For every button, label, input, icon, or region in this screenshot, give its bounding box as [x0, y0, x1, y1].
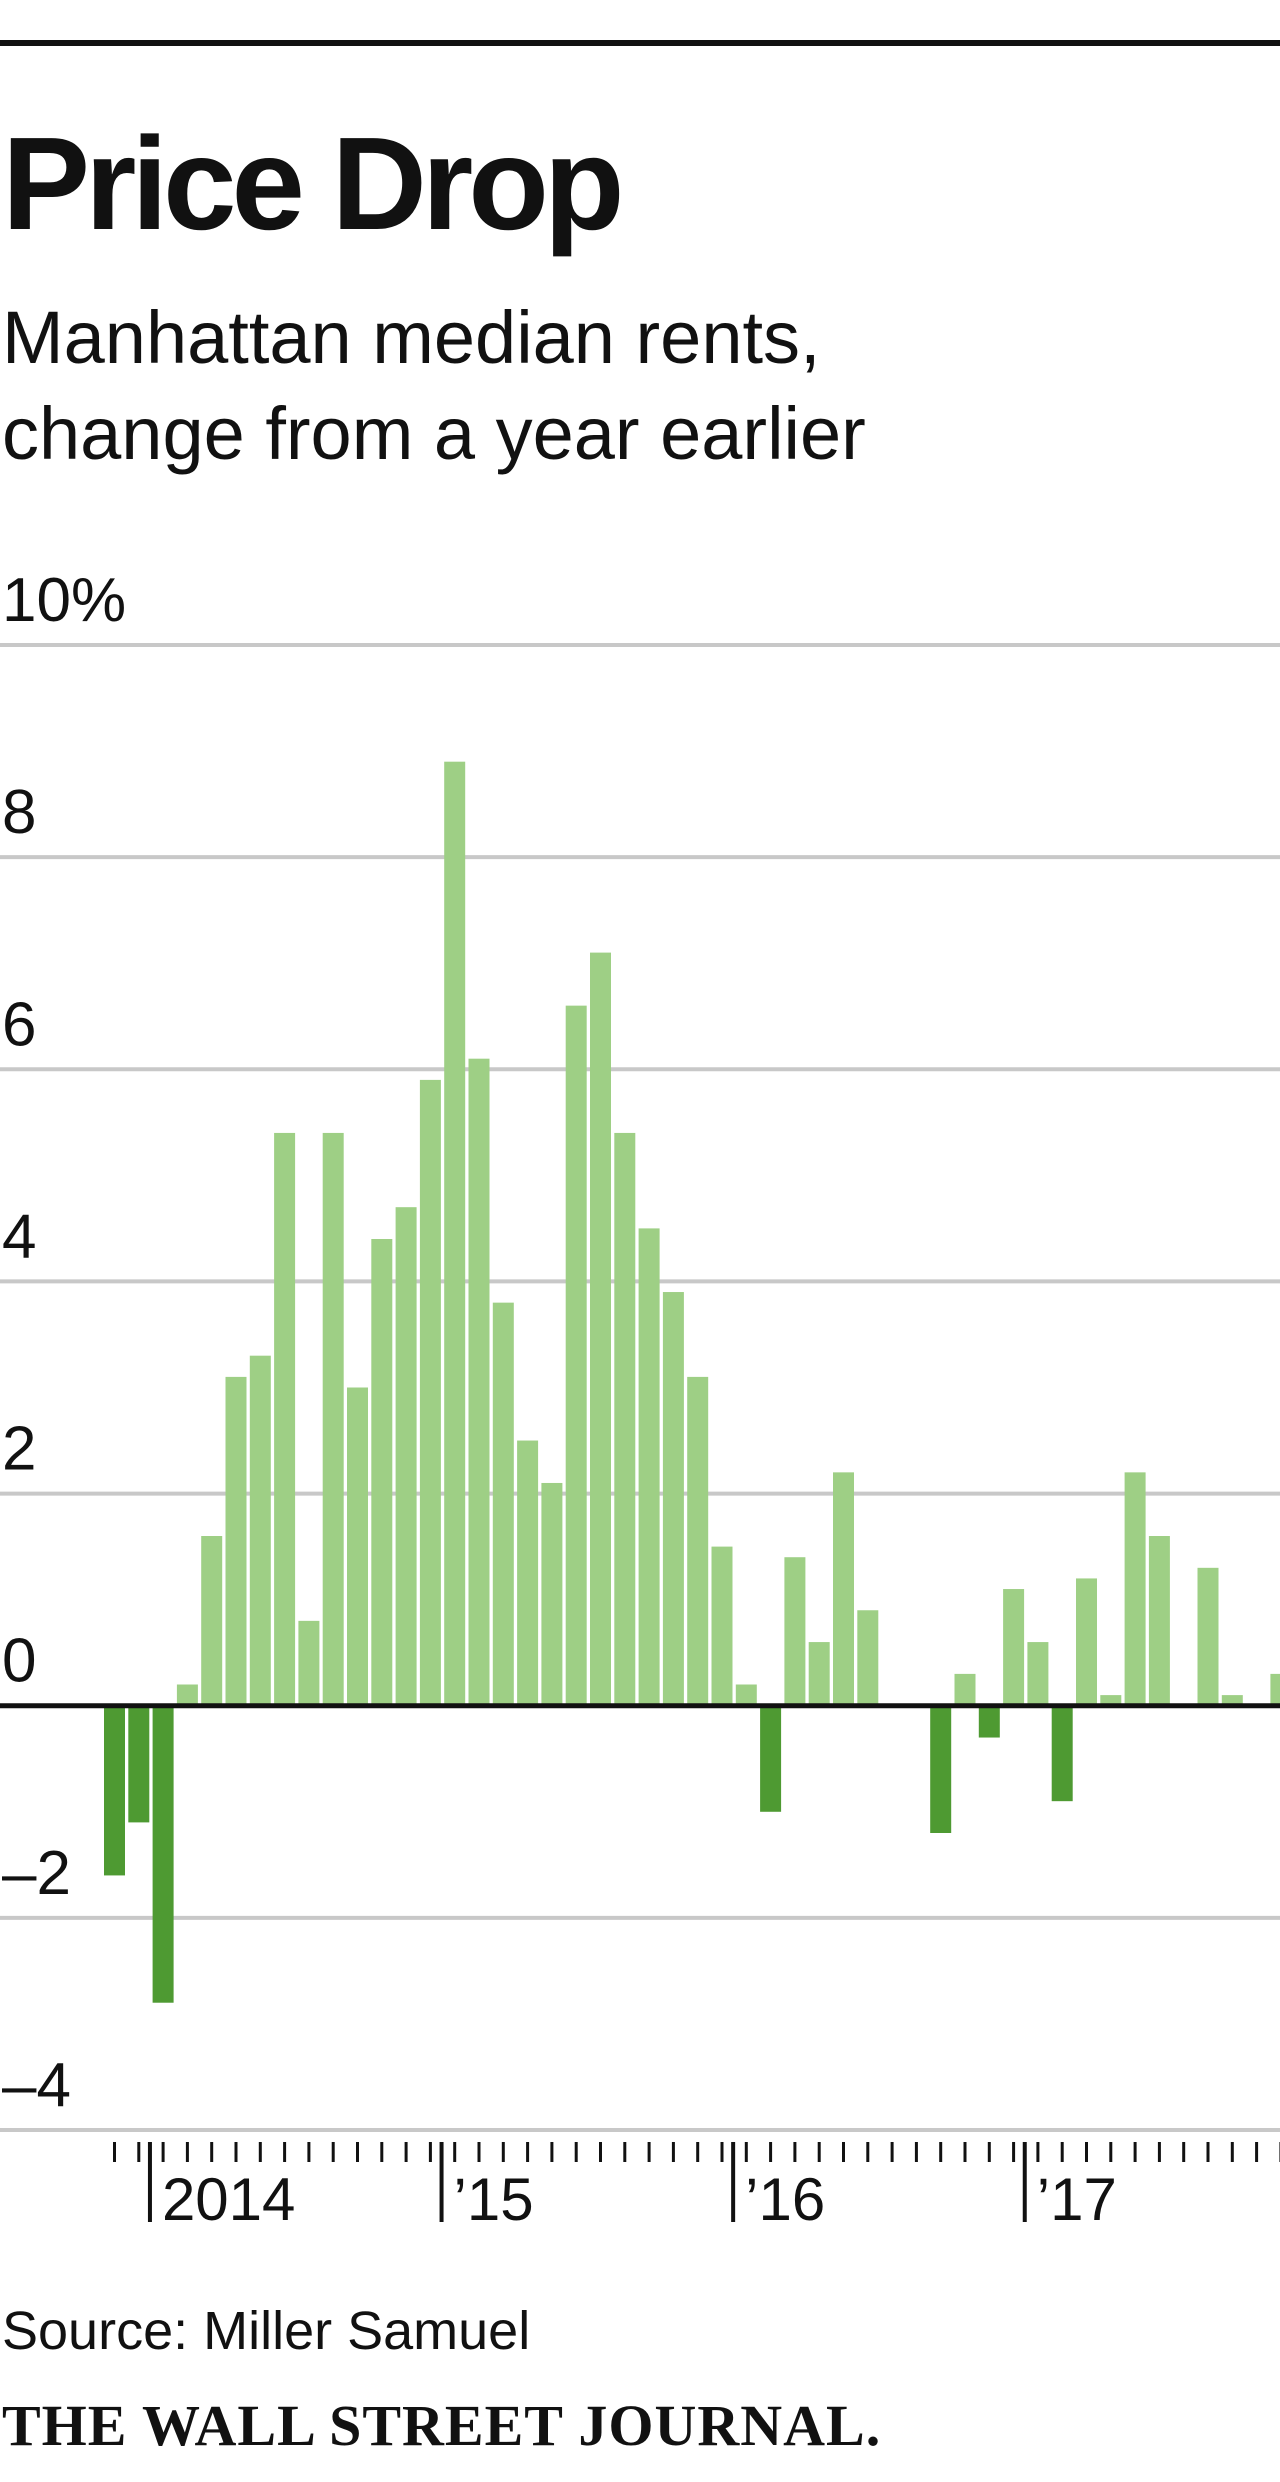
- y-tick-label: 8: [2, 778, 36, 847]
- bar: [468, 1058, 490, 1706]
- bar: [176, 1684, 198, 1706]
- bar: [201, 1536, 223, 1706]
- subtitle-line-1: Manhattan median rents,: [2, 296, 821, 379]
- bar: [662, 1292, 684, 1706]
- bar: [541, 1482, 563, 1706]
- bar: [517, 1440, 539, 1706]
- bar: [395, 1207, 417, 1706]
- bar: [371, 1239, 393, 1706]
- y-tick-label: –2: [2, 1839, 71, 1908]
- bar: [760, 1705, 782, 1812]
- bar: [322, 1132, 344, 1706]
- x-year-label: 2014: [162, 2166, 295, 2233]
- bar: [347, 1387, 368, 1706]
- bar: [274, 1132, 296, 1706]
- bar: [857, 1610, 879, 1706]
- bar: [492, 1302, 514, 1706]
- bar: [1197, 1567, 1219, 1706]
- bars: [104, 761, 1280, 2003]
- bar: [711, 1546, 733, 1706]
- x-year-label: ’15: [454, 2166, 534, 2233]
- x-year-label: ’17: [1037, 2166, 1117, 2233]
- bar: [1270, 1673, 1280, 1706]
- bar: [565, 1005, 587, 1706]
- bar: [687, 1376, 709, 1706]
- bar: [954, 1673, 976, 1706]
- bar: [249, 1355, 271, 1706]
- axis-labels: 10% 8 6 4 2 0 –2 –4 2014 ’15 ’16 ’17: [2, 566, 1117, 2233]
- bar-chart: 10% 8 6 4 2 0 –2 –4 2014 ’15 ’16 ’17: [0, 566, 1280, 2233]
- x-axis: [0, 1703, 1280, 2222]
- bar: [225, 1376, 247, 1706]
- bar: [638, 1228, 660, 1706]
- x-year-label: ’16: [745, 2166, 825, 2233]
- bar: [152, 1705, 174, 2003]
- publisher-logo: THE WALL STREET JOURNAL.: [2, 2393, 882, 2458]
- bar: [1003, 1589, 1025, 1706]
- bar: [590, 952, 611, 1706]
- bar: [419, 1079, 441, 1706]
- y-tick-label: –4: [2, 2051, 71, 2120]
- source-note: Source: Miller Samuel: [2, 2301, 531, 2361]
- bar: [128, 1705, 150, 1823]
- bar: [104, 1705, 125, 1876]
- bar: [1027, 1642, 1049, 1706]
- bar: [1076, 1578, 1097, 1706]
- chart-subtitle: Manhattan median rents, change from a ye…: [2, 290, 866, 482]
- bar: [1124, 1472, 1146, 1706]
- bar: [1100, 1695, 1122, 1706]
- bar: [833, 1472, 854, 1706]
- y-tick-label: 2: [2, 1415, 36, 1484]
- subtitle-line-2: change from a year earlier: [2, 392, 866, 475]
- bar: [735, 1684, 757, 1706]
- bar: [614, 1132, 636, 1706]
- y-tick-label: 0: [2, 1627, 36, 1696]
- bar: [978, 1705, 1000, 1738]
- bar: [1148, 1536, 1170, 1706]
- bar: [784, 1557, 806, 1706]
- y-tick-label: 10%: [2, 566, 126, 635]
- top-rule: [0, 40, 1280, 46]
- bar: [444, 761, 466, 1706]
- y-tick-label: 4: [2, 1202, 36, 1271]
- bar: [1221, 1695, 1243, 1706]
- bar: [808, 1642, 830, 1706]
- y-tick-label: 6: [2, 990, 36, 1059]
- chart-title: Price Drop: [2, 110, 625, 257]
- bar: [1051, 1705, 1073, 1802]
- bar: [298, 1620, 320, 1706]
- bar: [930, 1705, 952, 1833]
